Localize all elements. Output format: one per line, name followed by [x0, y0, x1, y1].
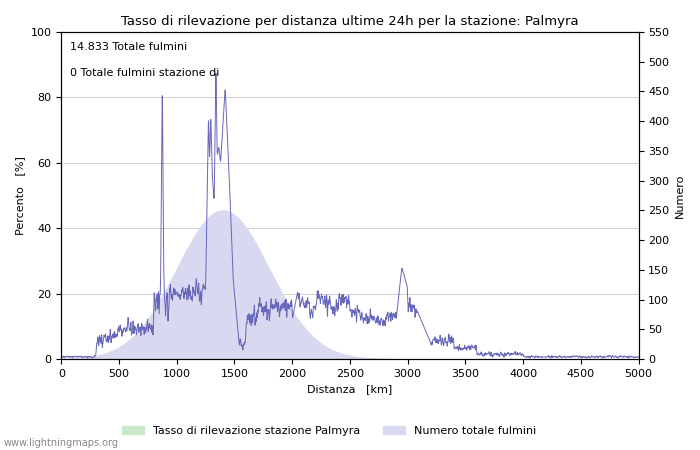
Title: Tasso di rilevazione per distanza ultime 24h per la stazione: Palmyra: Tasso di rilevazione per distanza ultime… — [121, 15, 579, 28]
Y-axis label: Numero: Numero — [675, 173, 685, 218]
X-axis label: Distanza   [km]: Distanza [km] — [307, 384, 393, 395]
Y-axis label: Percento   [%]: Percento [%] — [15, 156, 25, 235]
Text: www.lightningmaps.org: www.lightningmaps.org — [4, 438, 118, 448]
Text: 0 Totale fulmini stazione di: 0 Totale fulmini stazione di — [70, 68, 219, 78]
Legend: Tasso di rilevazione stazione Palmyra, Numero totale fulmini: Tasso di rilevazione stazione Palmyra, N… — [118, 421, 540, 440]
Text: 14.833 Totale fulmini: 14.833 Totale fulmini — [70, 42, 187, 52]
